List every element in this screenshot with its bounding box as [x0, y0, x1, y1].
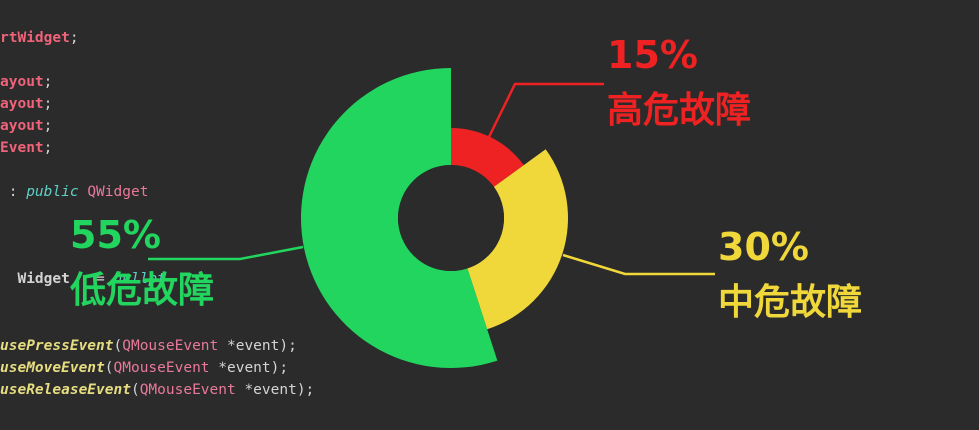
code-token: QMouseEvent	[122, 338, 219, 354]
code-token: Widget	[0, 271, 70, 287]
code-line: : public QWidget	[0, 181, 149, 203]
code-token: ;	[43, 140, 53, 156]
leader-line-low	[148, 245, 304, 261]
code-token: useMoveEvent	[0, 360, 105, 376]
code-token: Event	[0, 140, 44, 156]
slice-percent-medium: 30%	[718, 225, 809, 269]
code-token: nullpt	[113, 271, 166, 287]
code-token: (	[104, 360, 114, 376]
code-token: QWidget	[78, 184, 149, 200]
leader-line-medium	[562, 253, 715, 276]
code-line: Widget = nullpt	[0, 268, 166, 290]
leader-line-high	[484, 82, 604, 144]
code-line: usePressEvent(QMouseEvent *event);	[0, 335, 297, 357]
slice-label-medium: 中危故障	[718, 282, 862, 323]
code-token: (	[130, 382, 140, 398]
code-line: rtWidget;	[0, 27, 79, 49]
slice-label-low: 低危故障	[70, 270, 214, 311]
code-line: ayout;	[0, 93, 52, 115]
code-token: usePressEvent	[0, 338, 114, 354]
slice-label-high: 高危故障	[607, 90, 751, 131]
code-line: ayout;	[0, 71, 52, 93]
donut-slice-high	[451, 128, 524, 187]
donut-hole	[398, 165, 504, 271]
code-token: ;	[69, 30, 79, 46]
code-token: ayout	[0, 96, 44, 112]
code-token: *event);	[235, 382, 315, 398]
code-line: Event;	[0, 137, 52, 159]
code-token: ayout	[0, 118, 44, 134]
code-token: public	[26, 184, 79, 200]
donut-slice-low	[301, 68, 498, 369]
code-line: useMoveEvent(QMouseEvent *event);	[0, 357, 288, 379]
code-token: :	[0, 184, 27, 200]
code-token: QMouseEvent	[139, 382, 236, 398]
code-line: useReleaseEvent(QMouseEvent *event);	[0, 379, 314, 401]
code-token: rtWidget	[0, 30, 70, 46]
code-token: ;	[43, 96, 53, 112]
code-line: ayout;	[0, 115, 52, 137]
code-token: useReleaseEvent	[0, 382, 131, 398]
code-token: =	[69, 271, 114, 287]
code-token: *event);	[218, 338, 297, 354]
code-token: ;	[43, 118, 53, 134]
code-token: QMouseEvent	[113, 360, 210, 376]
donut-slice-medium	[467, 149, 569, 330]
code-token: ayout	[0, 74, 44, 90]
code-token: (	[113, 338, 123, 354]
code-token: *event);	[209, 360, 289, 376]
slice-percent-low: 55%	[70, 213, 161, 257]
slice-percent-high: 15%	[607, 33, 698, 77]
code-token: ;	[43, 74, 53, 90]
